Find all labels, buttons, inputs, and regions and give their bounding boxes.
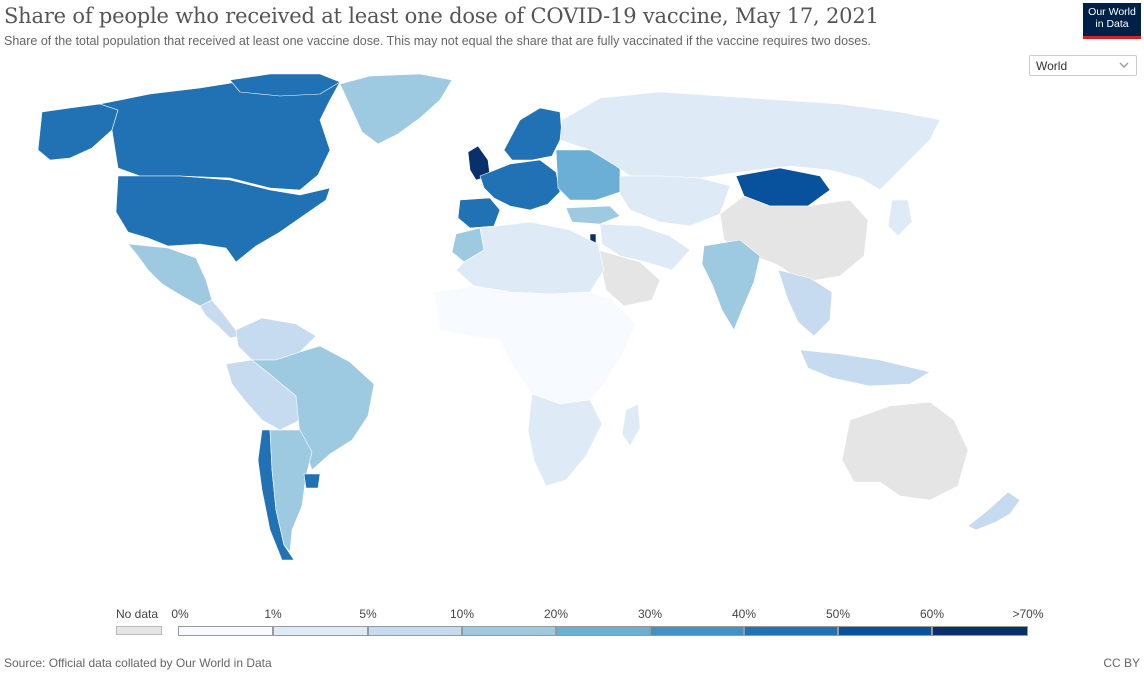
region-argentina[interactable]: Argentina [269,429,313,553]
region-southeast-asia[interactable]: Southeast Asia [777,269,833,337]
region-new-zealand[interactable]: New Zealand [967,491,1021,531]
logo-line-1: Our World [1088,6,1136,18]
region-russia[interactable]: Russia [559,91,941,191]
region-uruguay[interactable]: Uruguay [303,473,321,489]
legend-tick-label: 60% [919,607,945,621]
region-brazil[interactable]: Brazil [251,345,375,471]
legend-tick-label: 50% [825,607,851,621]
legend-bin[interactable] [838,626,932,636]
region-nordics[interactable]: Nordics [503,107,563,161]
legend-bin[interactable] [178,626,273,636]
legend-tick-label: >70% [1012,607,1044,621]
legend-bins: 0% 1% 5% 10% 20% 30% 40% 50% 60% >70% [0,600,1144,645]
logo-accent-bar [1083,36,1141,39]
legend-no-data-swatch[interactable] [116,626,162,635]
chart-title: Share of people who received at least on… [4,4,879,28]
region-sub-saharan-africa[interactable]: Sub-Saharan Africa [433,285,637,405]
region-alaska[interactable]: Alaska [37,103,119,161]
region-western-europe[interactable]: Western Europe [479,159,561,211]
region-select[interactable]: World [1029,55,1137,76]
region-indonesia[interactable]: Indonesia [799,349,931,387]
region-middle-east[interactable]: Middle East [599,223,691,271]
legend-bin[interactable] [744,626,838,636]
legend-tick-label: 1% [264,607,282,621]
legend-tick-label: 5% [359,607,377,621]
region-australia[interactable]: Australia [841,401,969,501]
region-central-america[interactable]: Central America [199,299,241,339]
source-note[interactable]: Source: Official data collated by Our Wo… [4,656,272,670]
legend-tick-label: 30% [637,607,663,621]
region-madagascar[interactable]: Southern Africa [621,403,641,447]
legend-bin[interactable] [462,626,556,636]
region-southern-africa[interactable]: Southern Africa [527,393,603,487]
region-usa[interactable]: United States [115,175,331,263]
region-iberia[interactable]: Iberia [457,197,501,229]
region-japan[interactable]: Japan [887,199,913,237]
world-map[interactable]: Alaska Canada / Greenland north Canada /… [0,60,1144,580]
legend-bin[interactable] [650,626,744,636]
region-mexico[interactable]: Mexico [127,243,213,307]
chevron-down-icon [1119,62,1129,68]
owid-logo[interactable]: Our World in Data [1083,3,1141,39]
legend-bin[interactable] [273,626,368,636]
legend-no-data-label: No data [116,607,159,621]
region-central-asia[interactable]: Kazakhstan / Central Asia [619,175,731,227]
legend-tick-label: 40% [731,607,757,621]
region-arabia[interactable]: Saudi Arabia/Iran [597,249,661,307]
license-link[interactable]: CC BY [1103,656,1140,670]
region-select-value: World [1036,59,1068,73]
legend-bin[interactable] [932,626,1028,636]
region-greenland[interactable]: Greenland [339,73,453,145]
chart-subtitle: Share of the total population that recei… [4,34,871,48]
legend-bin[interactable] [556,626,650,636]
region-canada-islands[interactable]: Canada / Greenland north [229,73,341,97]
legend-tick-label: 0% [171,607,189,621]
region-india[interactable]: India [701,239,761,331]
logo-line-2: in Data [1095,18,1129,30]
legend-tick-label: 10% [449,607,475,621]
legend-bin[interactable] [368,626,462,636]
region-turkey[interactable]: Turkey [565,205,621,225]
legend-tick-label: 20% [543,607,569,621]
legend: No data 0% 1% 5% 10% 20% 30% 40% 50% 60% >70% [0,600,1144,645]
